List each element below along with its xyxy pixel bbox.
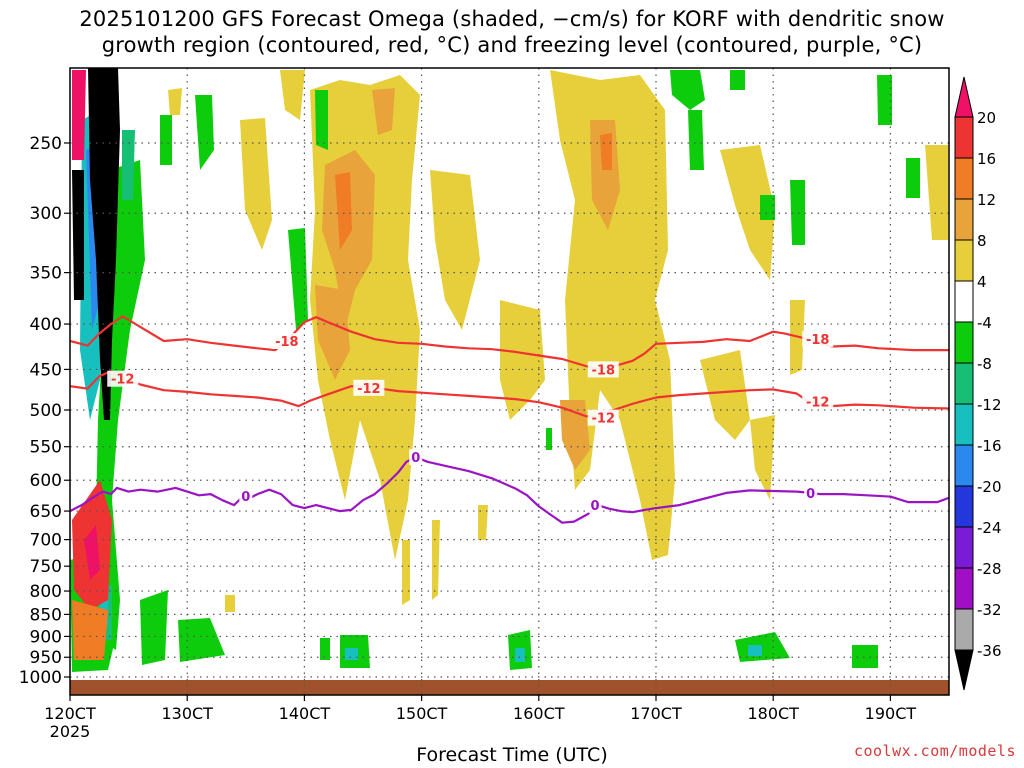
- y-tick-label: 500: [30, 401, 62, 421]
- contour-line-minus12: [70, 370, 949, 419]
- y-tick-label: 550: [30, 438, 62, 458]
- contour-label: -12: [357, 382, 381, 397]
- x-tick-label: 190CT: [865, 704, 917, 723]
- y-tick-label: 750: [30, 557, 62, 577]
- x-tick-label: 140CT: [279, 704, 331, 723]
- contour-label-bg: [588, 497, 602, 514]
- colorbar-bin: [954, 608, 974, 651]
- colorbar: 20 16 12 8 4 -4 -8 -12 -16 -20 -24 -28 -32 -36: [954, 76, 1002, 691]
- contour-label-bg: [239, 487, 253, 504]
- x-axis-label: Forecast Time (UTC): [416, 744, 608, 766]
- grid-lines: [70, 68, 949, 695]
- contour-label: 0: [591, 499, 600, 514]
- y-tick-label: 650: [30, 502, 62, 522]
- colorbar-label: 8: [977, 232, 987, 250]
- colorbar-label: 12: [977, 191, 996, 209]
- contour-label: -12: [592, 412, 616, 427]
- chart-title-line2: growth region (contoured, red, °C) and f…: [101, 33, 923, 57]
- colorbar-label: -32: [977, 601, 1002, 619]
- contour-label: -12: [806, 395, 830, 410]
- contour-label: -18: [275, 335, 299, 350]
- contour-label-bg: [587, 361, 619, 378]
- x-tick-label: 170CT: [630, 704, 682, 723]
- colorbar-bin: [954, 403, 974, 446]
- ground-strip: [70, 680, 949, 695]
- colorbar-label: -12: [977, 396, 1002, 414]
- y-tick-label: 900: [30, 627, 62, 647]
- colorbar-label: -16: [977, 437, 1002, 455]
- colorbar-bin: [954, 362, 974, 405]
- contour-label-bg: [271, 333, 303, 350]
- y-tick-label: 950: [30, 648, 62, 668]
- x-tick-label: 120CT: [44, 704, 96, 723]
- colorbar-bin: [954, 239, 974, 282]
- contour-label: -12: [111, 373, 135, 388]
- contour-label: 0: [241, 490, 250, 505]
- contour-lines: -18 -18 -18 -12 -12 -12 -12 0 0 0 0: [70, 315, 949, 524]
- colorbar-bin: [954, 485, 974, 528]
- omega-shading: [70, 68, 948, 672]
- contour-label-bg: [804, 484, 818, 501]
- y-axis: 2503003504004505005506006507007508008509…: [19, 134, 70, 688]
- x-tick-label: 180CT: [747, 704, 799, 723]
- colorbar-bin: [954, 157, 974, 200]
- contour-label-bg: [802, 331, 834, 348]
- contour-label-bg: [409, 449, 423, 466]
- colorbar-label: -24: [977, 519, 1002, 537]
- contour-line-minus18: [70, 315, 949, 371]
- contour-label: -18: [592, 363, 616, 378]
- chart-title-line1: 2025101200 GFS Forecast Omega (shaded, −…: [79, 7, 945, 31]
- colorbar-bottom-arrow: [954, 649, 974, 691]
- y-tick-label: 400: [30, 315, 62, 335]
- contour-label-bg: [353, 379, 385, 396]
- contour-label: -18: [806, 333, 830, 348]
- y-tick-label: 600: [30, 471, 62, 491]
- y-tick-label: 700: [30, 531, 62, 551]
- credit-link[interactable]: coolwx.com/models: [853, 742, 1016, 760]
- contour-label: 0: [411, 451, 420, 466]
- colorbar-label: -36: [977, 642, 1002, 660]
- colorbar-bin: [954, 526, 974, 569]
- colorbar-bin: [954, 280, 974, 323]
- colorbar-label: -28: [977, 560, 1002, 578]
- contour-label-bg: [802, 393, 834, 410]
- colorbar-label: 4: [977, 273, 987, 291]
- plot-area: -18 -18 -18 -12 -12 -12 -12 0 0 0 0: [70, 68, 949, 695]
- colorbar-bin: [954, 198, 974, 241]
- y-tick-label: 1000: [19, 668, 62, 688]
- plot-frame: [69, 67, 950, 696]
- y-tick-label: 350: [30, 264, 62, 284]
- colorbar-label: 20: [977, 109, 996, 127]
- colorbar-bin: [954, 116, 974, 159]
- colorbar-top-arrow: [954, 76, 974, 118]
- y-tick-label: 850: [30, 605, 62, 625]
- y-tick-label: 450: [30, 360, 62, 380]
- colorbar-bin: [954, 444, 974, 487]
- contour-label-bg: [107, 370, 139, 387]
- x-tick-label: 160CT: [513, 704, 565, 723]
- colorbar-bin: [954, 567, 974, 610]
- x-tick-label: 130CT: [161, 704, 213, 723]
- x-tick-label: 150CT: [396, 704, 448, 723]
- colorbar-label: 16: [977, 150, 996, 168]
- colorbar-label: -8: [977, 355, 992, 373]
- contour-label: 0: [806, 487, 815, 502]
- y-tick-label: 800: [30, 582, 62, 602]
- colorbar-bin: [954, 321, 974, 364]
- y-tick-label: 300: [30, 204, 62, 224]
- y-tick-label: 250: [30, 134, 62, 154]
- x-tick-sublabel: 2025: [50, 722, 91, 741]
- contour-label-bg: [587, 409, 619, 426]
- colorbar-label: -20: [977, 478, 1002, 496]
- colorbar-label: -4: [977, 314, 992, 332]
